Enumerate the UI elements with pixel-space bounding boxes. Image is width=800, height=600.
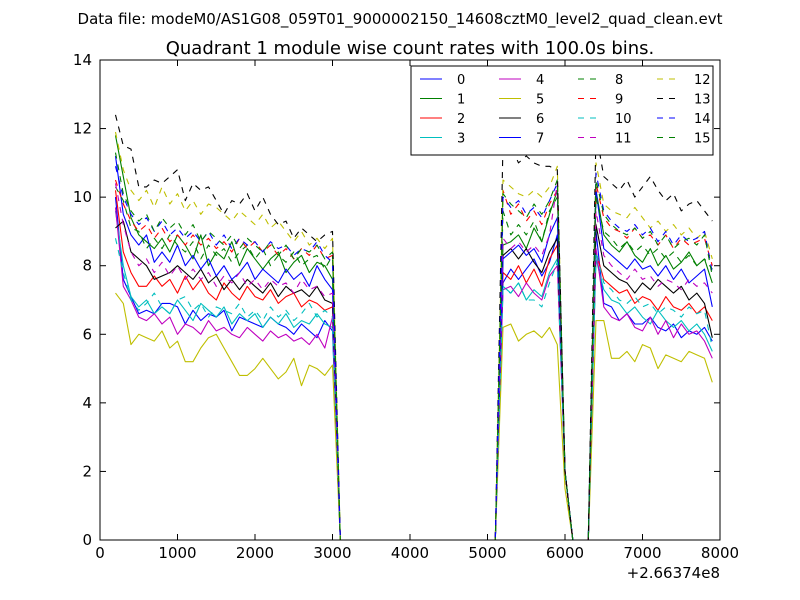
legend-label-2: 2: [457, 112, 465, 127]
legend-label-6: 6: [536, 112, 544, 127]
legend-label-1: 1: [457, 93, 465, 108]
x-offset-label: +2.66374e8: [627, 564, 720, 582]
series-line-13: [114, 114, 713, 540]
x-tick-label: 5000: [468, 544, 506, 562]
x-tick-label: 6000: [546, 544, 584, 562]
x-tick-label: 1000: [158, 544, 196, 562]
x-tick-label: 2000: [236, 544, 274, 562]
y-tick-label: 2: [82, 462, 92, 480]
x-tick-label: 0: [95, 544, 105, 562]
chart-title: Quadrant 1 module wise count rates with …: [166, 38, 655, 59]
legend-label-4: 4: [536, 73, 544, 88]
legend-label-10: 10: [615, 112, 632, 127]
y-tick-label: 14: [73, 51, 92, 69]
legend-label-11: 11: [615, 132, 632, 147]
legend-label-12: 12: [694, 73, 711, 88]
legend-label-3: 3: [457, 132, 465, 147]
legend-label-7: 7: [536, 132, 544, 147]
legend-label-15: 15: [694, 132, 711, 147]
y-tick-label: 10: [73, 188, 92, 206]
y-tick-label: 12: [73, 120, 92, 138]
series-line-4: [114, 207, 713, 540]
y-tick-label: 8: [82, 257, 92, 275]
series-line-10: [114, 238, 713, 540]
legend-label-0: 0: [457, 73, 465, 88]
legend-label-5: 5: [536, 93, 544, 108]
series-layer: [114, 114, 713, 540]
legend-label-8: 8: [615, 73, 623, 88]
y-tick-label: 6: [82, 325, 92, 343]
series-line-9: [114, 179, 713, 540]
series-line-8: [115, 186, 713, 540]
x-tick-label: 3000: [313, 544, 351, 562]
y-tick-label: 0: [82, 531, 92, 549]
series-line-5: [115, 292, 713, 540]
series-line-7: [114, 155, 713, 540]
legend-label-14: 14: [694, 112, 711, 127]
legend-label-13: 13: [694, 93, 711, 108]
series-line-6: [115, 220, 713, 540]
chart-suptitle: Data file: modeM0/AS1G08_059T01_90000021…: [78, 10, 723, 29]
y-tick-label: 4: [82, 394, 92, 412]
series-line-11: [114, 182, 713, 540]
x-tick-label: 4000: [391, 544, 429, 562]
series-line-3: [114, 210, 713, 540]
legend-label-9: 9: [615, 93, 623, 108]
series-line-2: [114, 190, 713, 540]
legend-box: [410, 65, 714, 156]
x-tick-label: 8000: [701, 544, 739, 562]
axes: 0 1000 2000 3000 4000 5000 6000 7000 80000246810…: [73, 51, 739, 562]
x-tick-label: 7000: [623, 544, 661, 562]
